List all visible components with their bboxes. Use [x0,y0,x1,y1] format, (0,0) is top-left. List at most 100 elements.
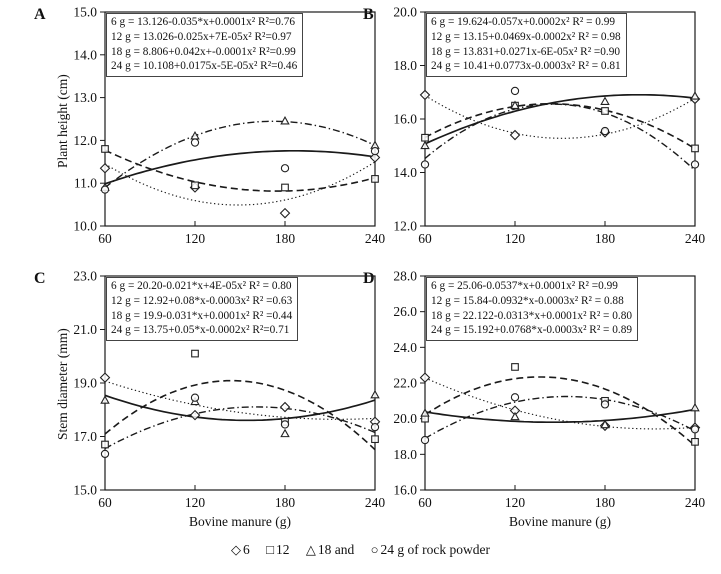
legend-label: 12 [276,542,290,557]
equation-line: 6 g = 20.20-0.021*x+4E-05x² R² = 0.80 [111,280,292,292]
equation-box-d: 6 g = 25.06-0.0537*x+0.0001x² R² =0.99 1… [426,277,638,342]
marker-circle [280,164,290,173]
marker-circle [190,393,200,402]
marker-square [691,144,699,153]
x-tick-label: 120 [185,495,206,510]
marker-triangle [280,116,290,125]
equation-line: 18 g = 8.806+0.042x+-0.0001x² R²=0.99 [111,45,296,58]
legend-item: △ 18 and [306,542,354,557]
y-tick-label: 11.0 [74,176,97,191]
legend-item: □ 12 [266,542,289,557]
equation-line: 12 g = 13.15+0.0469x-0.0002x² R² = 0.98 [431,30,621,43]
marker-circle [370,146,380,156]
x-tick-label: 120 [185,231,206,246]
y-tick-label: 14.0 [393,165,417,180]
marker-triangle [510,100,520,109]
marker-triangle [190,130,200,140]
marker-square [191,349,199,358]
marker-diamond [419,372,431,383]
marker-circle [280,420,290,429]
x-tick-label: 60 [418,495,432,510]
marker-diamond [279,401,291,413]
chart-panel-d: 28.0 26.0 24.0 22.0 20.0 18.0 16.060 120 180 240 [393,269,705,511]
equation-line: 6 g = 25.06-0.0537*x+0.0001x² R² =0.99 [431,280,618,292]
y-tick-label: 21.0 [73,322,97,337]
x-tick-label: 120 [505,495,526,510]
trend-line-dotted-6g [425,95,695,139]
marker-circle [420,435,430,445]
x-tick-label: 180 [275,495,296,510]
marker-circle [510,393,520,402]
equation-line: 18 g = 13.831+0.0271x-6E-05x² R² =0.90 [431,45,621,58]
y-tick-label: 16.0 [393,483,417,498]
marker-square [101,440,109,449]
trend-line-dashed-12g [425,103,695,150]
equation-line: 24 g = 15.192+0.0768*x-0.0003x² R² = 0.8… [431,324,632,337]
y-tick-label: 20.0 [393,5,417,20]
legend-item: ○ 24 g of rock powder [371,542,490,557]
panel-letter-c: C [34,270,47,287]
y-tick-label: 19.0 [73,376,97,391]
marker-circle [370,422,380,432]
equation-line: 12 g = 12.92+0.08*x-0.0003x² R² =0.63 [111,294,293,307]
equation-line: 24 g = 10.41+0.0773x-0.0003x² R² = 0.81 [431,60,621,73]
y-tick-label: 28.0 [393,269,417,284]
equation-box-b: 6 g = 19.624-0.057x+0.0002x² R² = 0.99 1… [426,13,627,78]
x-tick-label: 180 [595,495,616,510]
plot-frame [104,11,376,227]
x-tick-label: 180 [595,231,616,246]
y-tick-label: 12.0 [73,133,97,148]
marker-square [371,175,379,183]
panel-letter-d: D [363,270,376,287]
x-tick-label: 60 [98,231,112,246]
marker-circle [100,449,110,459]
x-tick-label: 240 [685,495,705,510]
marker-square [421,133,429,142]
chart-panel-c: 23.0 21.0 19.0 17.0 15.060 120 180 240 [73,269,385,511]
y-tick-label: 18.0 [393,58,417,73]
marker-circle [600,126,610,136]
legend-label: 24 g of rock powder [380,542,490,557]
trend-line-solid-18g [425,408,695,424]
y-tick-label: 20.0 [393,411,417,426]
marker-circle [690,425,700,434]
trend-line-dotted-6g [425,377,695,430]
marker-triangle [420,140,430,150]
panel-letter-a: A [34,6,47,23]
y-tick-label: 23.0 [73,269,97,284]
marker-circle [190,138,200,147]
marker-diamond [369,152,381,163]
y-tick-label: 13.0 [73,90,97,105]
y-tick-label: 12.0 [393,219,417,234]
marker-triangle [600,96,610,105]
trend-line-dashed-12g [425,376,695,447]
marker-square [371,435,379,444]
marker-diamond [419,89,431,101]
marker-diamond [509,129,521,141]
marker-triangle [370,389,380,399]
square-marker-icon: □ [266,542,274,557]
y-tick-label: 14.0 [73,47,97,62]
diamond-marker-icon: ◇ [231,542,242,557]
marker-circle [690,160,700,169]
equation-box-a: 6 g = 13.126-0.035*x+0.0001x² R²=0.76 12… [106,13,304,78]
triangle-marker-icon: △ [305,542,316,557]
chart-panel-a: 15.0 14.0 13.0 12.0 11.0 10.060 120 180 240 [73,5,385,247]
x-tick-label: 120 [505,231,526,246]
circle-marker-icon: ○ [370,542,379,557]
trend-line-dashdot-24g [425,395,695,440]
marker-diamond [189,409,201,421]
equation-box-c: 6 g = 20.20-0.021*x+4E-05x² R² = 0.80 12… [106,277,299,342]
x-axis-title-c: Bovine manure (g) [189,514,291,529]
marker-diamond [99,162,111,174]
x-tick-label: 180 [275,231,296,246]
trend-line-dashdot-24g [105,406,375,450]
marker-circle [420,160,430,169]
trend-line-solid-18g [425,93,695,145]
marker-square [281,183,289,192]
marker-square [101,145,109,153]
y-tick-label: 10.0 [73,219,97,234]
y-tick-label: 26.0 [393,304,417,319]
x-tick-label: 240 [365,231,385,246]
